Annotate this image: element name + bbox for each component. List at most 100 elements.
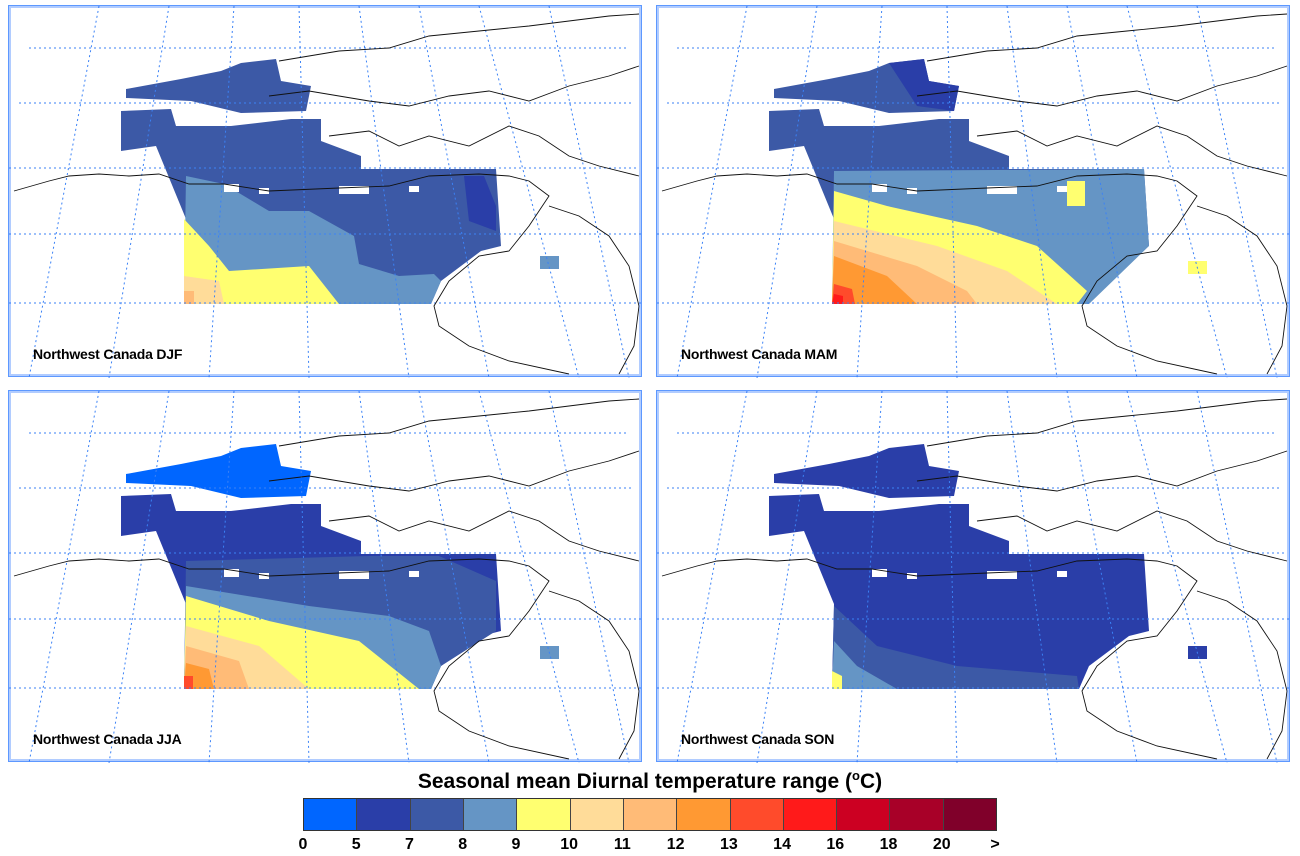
panel-label: Northwest Canada DJF	[33, 346, 183, 362]
longitude-gridline	[1196, 391, 1278, 763]
colorbar-tick-label: 14	[773, 836, 791, 853]
no-data-gap	[259, 573, 269, 579]
no-data-gap	[987, 571, 1017, 579]
map-panel-son: Northwest Canada SON	[656, 390, 1291, 763]
colorbar-swatch	[677, 799, 731, 830]
coastline	[268, 65, 640, 107]
no-data-gap	[1057, 186, 1067, 192]
map-son	[657, 391, 1291, 763]
colorbar-tick-label: 5	[351, 836, 361, 853]
longitude-gridline	[548, 6, 630, 378]
longitude-gridline	[756, 6, 818, 378]
longitude-gridline	[1196, 6, 1278, 378]
no-data-gap	[907, 188, 917, 194]
coastline	[328, 125, 640, 177]
no-data-gap	[907, 573, 917, 579]
coastline	[926, 398, 1288, 447]
dtr-region	[126, 59, 311, 113]
longitude-gridline	[418, 6, 490, 378]
longitude-gridline	[28, 6, 100, 378]
no-data-gap	[409, 571, 419, 577]
coastline	[976, 510, 1288, 562]
dtr-region	[832, 256, 917, 304]
no-data-gap	[987, 186, 1017, 194]
colorbar-swatch	[837, 799, 891, 830]
longitude-gridline	[298, 391, 310, 763]
longitude-gridline	[1126, 6, 1228, 378]
no-data-gap	[339, 571, 369, 579]
coastline	[1196, 205, 1288, 375]
longitude-gridline	[28, 391, 100, 763]
no-data-gap	[1057, 571, 1067, 577]
colorbar-swatch	[730, 799, 784, 830]
longitude-gridline	[548, 391, 630, 763]
coastline	[916, 450, 1288, 492]
dtr-region	[184, 219, 339, 304]
map-panel-jja: Northwest Canada JJA	[8, 390, 643, 763]
colorbar-swatch	[410, 799, 464, 830]
coastline	[13, 558, 570, 760]
colorbar-swatch	[304, 799, 358, 830]
dtr-region	[832, 606, 1079, 689]
coastline	[278, 398, 640, 447]
longitude-gridline	[478, 6, 580, 378]
longitude-gridline	[856, 6, 883, 378]
coastline	[13, 173, 570, 375]
longitude-gridline	[478, 391, 580, 763]
dtr-region	[889, 59, 959, 111]
colorbar	[303, 798, 997, 831]
no-data-gap	[259, 188, 269, 194]
dtr-region	[832, 641, 897, 689]
longitude-gridline	[418, 391, 490, 763]
coastline	[661, 558, 1218, 760]
coastline	[1196, 590, 1288, 760]
colorbar-swatch	[943, 799, 997, 830]
longitude-gridline	[1066, 391, 1138, 763]
coastline	[268, 450, 640, 492]
colorbar-tick-label: 0	[298, 836, 308, 853]
colorbar-tick-label: 20	[932, 836, 951, 853]
coastline	[926, 13, 1288, 62]
dtr-region	[769, 494, 1149, 689]
dtr-region	[540, 256, 559, 269]
colorbar-swatch	[890, 799, 944, 830]
longitude-gridline	[108, 6, 170, 378]
dtr-region	[1067, 181, 1085, 206]
no-data-gap	[409, 186, 419, 192]
colorbar-swatch	[463, 799, 518, 830]
coastline	[278, 13, 640, 62]
longitude-gridline	[676, 6, 748, 378]
colorbar-tick-label: 18	[879, 836, 898, 853]
colorbar-tick-label: 12	[666, 836, 685, 853]
no-data-gap	[224, 569, 239, 577]
longitude-gridline	[298, 6, 310, 378]
map-djf	[9, 6, 643, 378]
colorbar-swatch	[623, 799, 678, 830]
no-data-gap	[872, 569, 887, 577]
longitude-gridline	[1066, 6, 1138, 378]
map-mam	[657, 6, 1291, 378]
longitude-gridline	[946, 391, 958, 763]
longitude-gridline	[946, 6, 958, 378]
longitude-gridline	[856, 391, 883, 763]
colorbar-swatch	[570, 799, 624, 830]
dtr-region	[832, 294, 843, 304]
no-data-gap	[872, 184, 887, 192]
colorbar-tick-label: 10	[560, 836, 579, 853]
colorbar-title: Seasonal mean Diurnal temperature range …	[417, 768, 883, 793]
longitude-gridline	[756, 391, 818, 763]
coastline	[916, 65, 1288, 107]
colorbar-tick-label: 9	[511, 836, 521, 853]
coastline	[976, 125, 1288, 177]
coastline	[328, 510, 640, 562]
longitude-gridline	[676, 391, 748, 763]
longitude-gridline	[208, 391, 235, 763]
colorbar-tick-label: 16	[826, 836, 845, 853]
dtr-region	[774, 444, 959, 498]
colorbar-tick-label: 7	[405, 836, 414, 853]
coastline	[548, 590, 640, 760]
longitude-gridline	[1126, 391, 1228, 763]
longitude-gridline	[208, 6, 235, 378]
map-panel-djf: Northwest Canada DJF	[8, 5, 643, 378]
no-data-gap	[224, 184, 239, 192]
